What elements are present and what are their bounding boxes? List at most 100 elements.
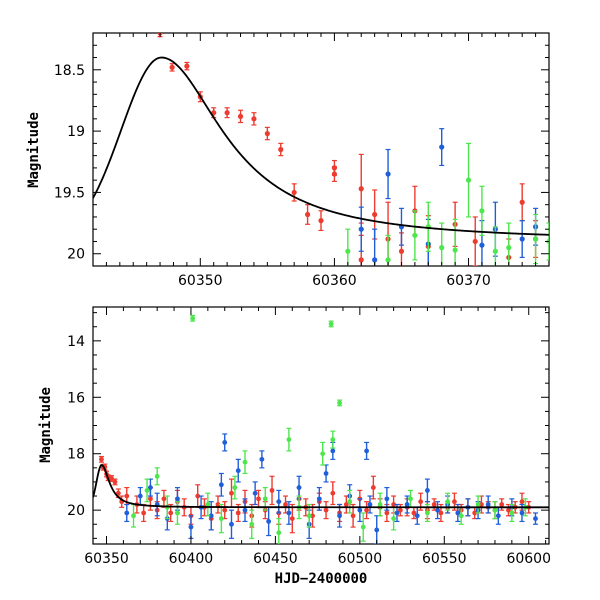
- bottom-red-point: [141, 503, 147, 523]
- bottom-x-tick-label: 60350: [84, 551, 129, 567]
- bottom-red-point: [161, 489, 167, 508]
- bottom-y-axis-title: Magnitude: [38, 387, 54, 463]
- bottom-axis-ticks: 60350 60400 60450 60500 60550 60600 14 16 18 20: [67, 307, 551, 567]
- bottom-green-point: [320, 441, 326, 466]
- top-y-tick-label: 19.5: [54, 185, 85, 201]
- bottom-green-point: [424, 503, 430, 523]
- bottom-y-tick-label: 20: [67, 503, 85, 519]
- bottom-blue-point: [532, 512, 538, 525]
- bottom-green-point: [190, 314, 196, 322]
- top-red-point: [169, 63, 175, 72]
- top-red-point: [264, 126, 270, 141]
- bottom-blue-point: [242, 498, 248, 523]
- top-x-tick-label: 60350: [178, 273, 223, 289]
- bottom-x-tick-label: 60400: [169, 551, 214, 567]
- bottom-red-point: [222, 501, 228, 520]
- bottom-blue-point: [404, 495, 410, 514]
- bottom-blue-point: [252, 481, 258, 506]
- top-x-tick-label: 60370: [446, 273, 491, 289]
- bottom-blue-point: [259, 450, 265, 469]
- top-red-point: [318, 210, 324, 232]
- bottom-blue-point: [154, 492, 160, 517]
- bottom-y-tick-label: 18: [67, 447, 85, 463]
- bottom-blue-point: [218, 472, 224, 497]
- bottom-red-point: [289, 503, 295, 534]
- bottom-y-tick-label: 16: [67, 390, 85, 406]
- bottom-blue-point: [137, 486, 143, 506]
- bottom-blue-point: [424, 478, 430, 503]
- bottom-green-point: [276, 518, 282, 544]
- top-green-point: [492, 226, 498, 266]
- bottom-green-point: [391, 506, 397, 531]
- top-green-point: [479, 185, 485, 236]
- bottom-red-point: [438, 503, 444, 523]
- bottom-green-point: [377, 492, 383, 517]
- top-red-point: [184, 61, 190, 71]
- bottom-x-tick-label: 60500: [338, 551, 383, 567]
- top-blue-point: [398, 207, 405, 246]
- bottom-green-point: [232, 475, 238, 500]
- bottom-green-point: [347, 489, 353, 514]
- bottom-blue-point: [276, 489, 282, 514]
- bottom-blue-point: [367, 495, 373, 514]
- bottom-red-point: [283, 495, 289, 514]
- bottom-red-point: [228, 478, 234, 508]
- bottom-green-point: [475, 495, 481, 514]
- bottom-x-tick-label: 60600: [506, 551, 551, 567]
- x-axis-title: HJD−2400000: [275, 571, 368, 587]
- top-green-point: [532, 213, 539, 265]
- bottom-blue-point: [124, 503, 130, 523]
- bottom-green-point: [242, 450, 248, 475]
- top-y-tick-label: 18.5: [54, 63, 85, 79]
- bottom-green-point: [492, 501, 498, 520]
- bottom-red-point: [98, 455, 104, 463]
- top-y-tick-label: 20: [67, 247, 85, 263]
- bottom-y-tick-label: 14: [67, 334, 85, 350]
- top-blue-point: [358, 206, 364, 252]
- bottom-red-point: [109, 475, 115, 482]
- top-y-axis-title: Magnitude: [26, 112, 42, 188]
- bottom-x-tick-label: 60550: [422, 551, 467, 567]
- bottom-blue-point: [364, 441, 370, 460]
- bottom-green-point: [205, 492, 211, 517]
- top-data-layer: [93, 33, 549, 266]
- bottom-blue-point: [228, 509, 234, 539]
- top-model-curve: [93, 56, 549, 236]
- bottom-blue-point: [286, 501, 292, 525]
- bottom-blue-point: [485, 495, 491, 514]
- top-red-point: [472, 216, 478, 266]
- bottom-red-point: [330, 481, 336, 506]
- bottom-red-point: [370, 475, 376, 500]
- bottom-model-curve: [93, 464, 549, 509]
- bottom-green-point: [337, 399, 343, 407]
- bottom-x-tick-label: 60450: [253, 551, 298, 567]
- top-red-point: [304, 204, 311, 225]
- top-red-point: [251, 112, 257, 126]
- bottom-red-point: [350, 503, 356, 528]
- top-red-point: [519, 183, 525, 222]
- bottom-green-point: [328, 320, 334, 328]
- top-y-tick-label: 19: [67, 124, 85, 140]
- top-red-point: [331, 166, 338, 182]
- bottom-green-point: [174, 501, 180, 525]
- bottom-plot-frame: [92, 306, 550, 545]
- bottom-green-point: [360, 512, 366, 542]
- bottom-red-point: [215, 495, 221, 514]
- top-green-point: [385, 234, 391, 266]
- bottom-red-point: [364, 501, 370, 520]
- top-red-point: [278, 142, 284, 157]
- bottom-blue-point: [222, 433, 228, 452]
- top-blue-point: [439, 128, 445, 167]
- top-green-point: [452, 218, 458, 266]
- top-red-point: [237, 109, 244, 124]
- bottom-blue-point: [323, 464, 329, 483]
- bottom-blue-point: [357, 498, 363, 523]
- bottom-blue-point: [147, 478, 153, 497]
- bottom-blue-point: [188, 515, 194, 539]
- top-x-tick-label: 60360: [312, 273, 357, 289]
- bottom-panel: 60350 60400 60450 60500 60550 60600 14 16 18 20 M…: [38, 306, 551, 587]
- top-red-point: [291, 183, 297, 202]
- bottom-blue-point: [435, 501, 441, 520]
- top-red-point: [224, 107, 230, 119]
